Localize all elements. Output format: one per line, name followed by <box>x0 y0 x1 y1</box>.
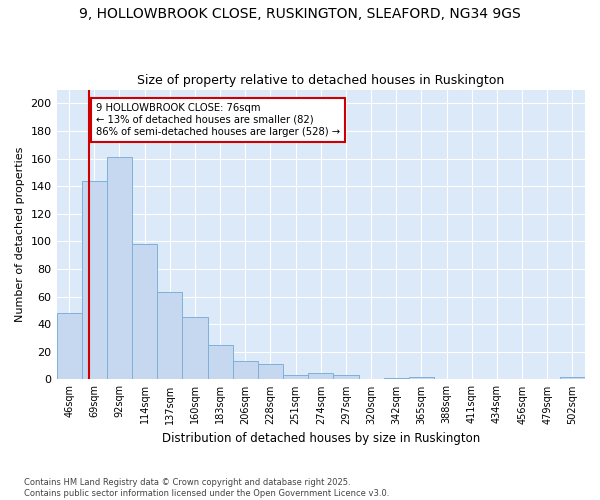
Bar <box>283 376 308 380</box>
Bar <box>82 180 107 380</box>
Bar <box>409 376 434 380</box>
Bar <box>182 318 208 380</box>
Bar <box>233 362 258 380</box>
Bar <box>258 364 283 380</box>
Text: 9 HOLLOWBROOK CLOSE: 76sqm
← 13% of detached houses are smaller (82)
86% of semi: 9 HOLLOWBROOK CLOSE: 76sqm ← 13% of deta… <box>95 104 340 136</box>
X-axis label: Distribution of detached houses by size in Ruskington: Distribution of detached houses by size … <box>161 432 480 445</box>
Bar <box>308 372 334 380</box>
Bar <box>107 157 132 380</box>
Bar <box>157 292 182 380</box>
Bar <box>383 378 409 380</box>
Text: 9, HOLLOWBROOK CLOSE, RUSKINGTON, SLEAFORD, NG34 9GS: 9, HOLLOWBROOK CLOSE, RUSKINGTON, SLEAFO… <box>79 8 521 22</box>
Bar <box>560 376 585 380</box>
Bar <box>56 313 82 380</box>
Bar <box>208 345 233 380</box>
Bar <box>132 244 157 380</box>
Title: Size of property relative to detached houses in Ruskington: Size of property relative to detached ho… <box>137 74 505 87</box>
Y-axis label: Number of detached properties: Number of detached properties <box>15 147 25 322</box>
Bar <box>334 376 359 380</box>
Text: Contains HM Land Registry data © Crown copyright and database right 2025.
Contai: Contains HM Land Registry data © Crown c… <box>24 478 389 498</box>
